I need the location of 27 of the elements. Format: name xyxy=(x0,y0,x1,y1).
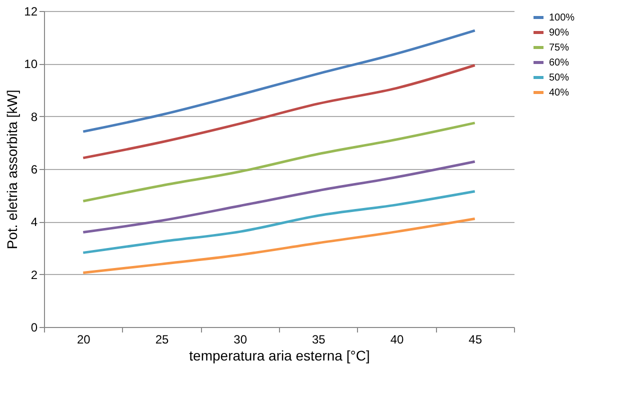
legend-label: 100% xyxy=(549,12,575,24)
y-tick-label: 2 xyxy=(30,268,38,282)
legend-label: 50% xyxy=(549,72,570,84)
x-tick-label: 25 xyxy=(155,332,169,346)
x-tick-label: 35 xyxy=(312,332,326,346)
line-series xyxy=(82,160,476,234)
x-axis-title: temperatura aria esterna [°C] xyxy=(189,348,370,364)
legend-label: 75% xyxy=(549,42,570,54)
legend-label: 40% xyxy=(549,88,570,98)
line-series xyxy=(82,190,476,254)
y-tick-label: 10 xyxy=(24,57,38,72)
line-series xyxy=(82,64,476,160)
x-tick-label: 45 xyxy=(468,332,482,346)
y-tick-label: 4 xyxy=(30,215,38,230)
legend-label: 60% xyxy=(549,58,570,68)
line-series xyxy=(82,218,476,274)
x-tick-label: 30 xyxy=(234,332,248,346)
y-tick-label: 12 xyxy=(24,4,38,18)
y-tick-label: 8 xyxy=(30,110,38,124)
x-tick-label: 20 xyxy=(76,332,91,346)
x-tick-label: 40 xyxy=(390,332,404,346)
y-tick-label: 0 xyxy=(30,320,38,334)
y-tick-label: 6 xyxy=(30,162,38,176)
y-axis-title: Pot. eletria assorbita [kW] xyxy=(4,90,20,250)
line-series xyxy=(82,29,476,133)
line-series xyxy=(82,122,476,202)
legend-label: 90% xyxy=(549,28,570,38)
